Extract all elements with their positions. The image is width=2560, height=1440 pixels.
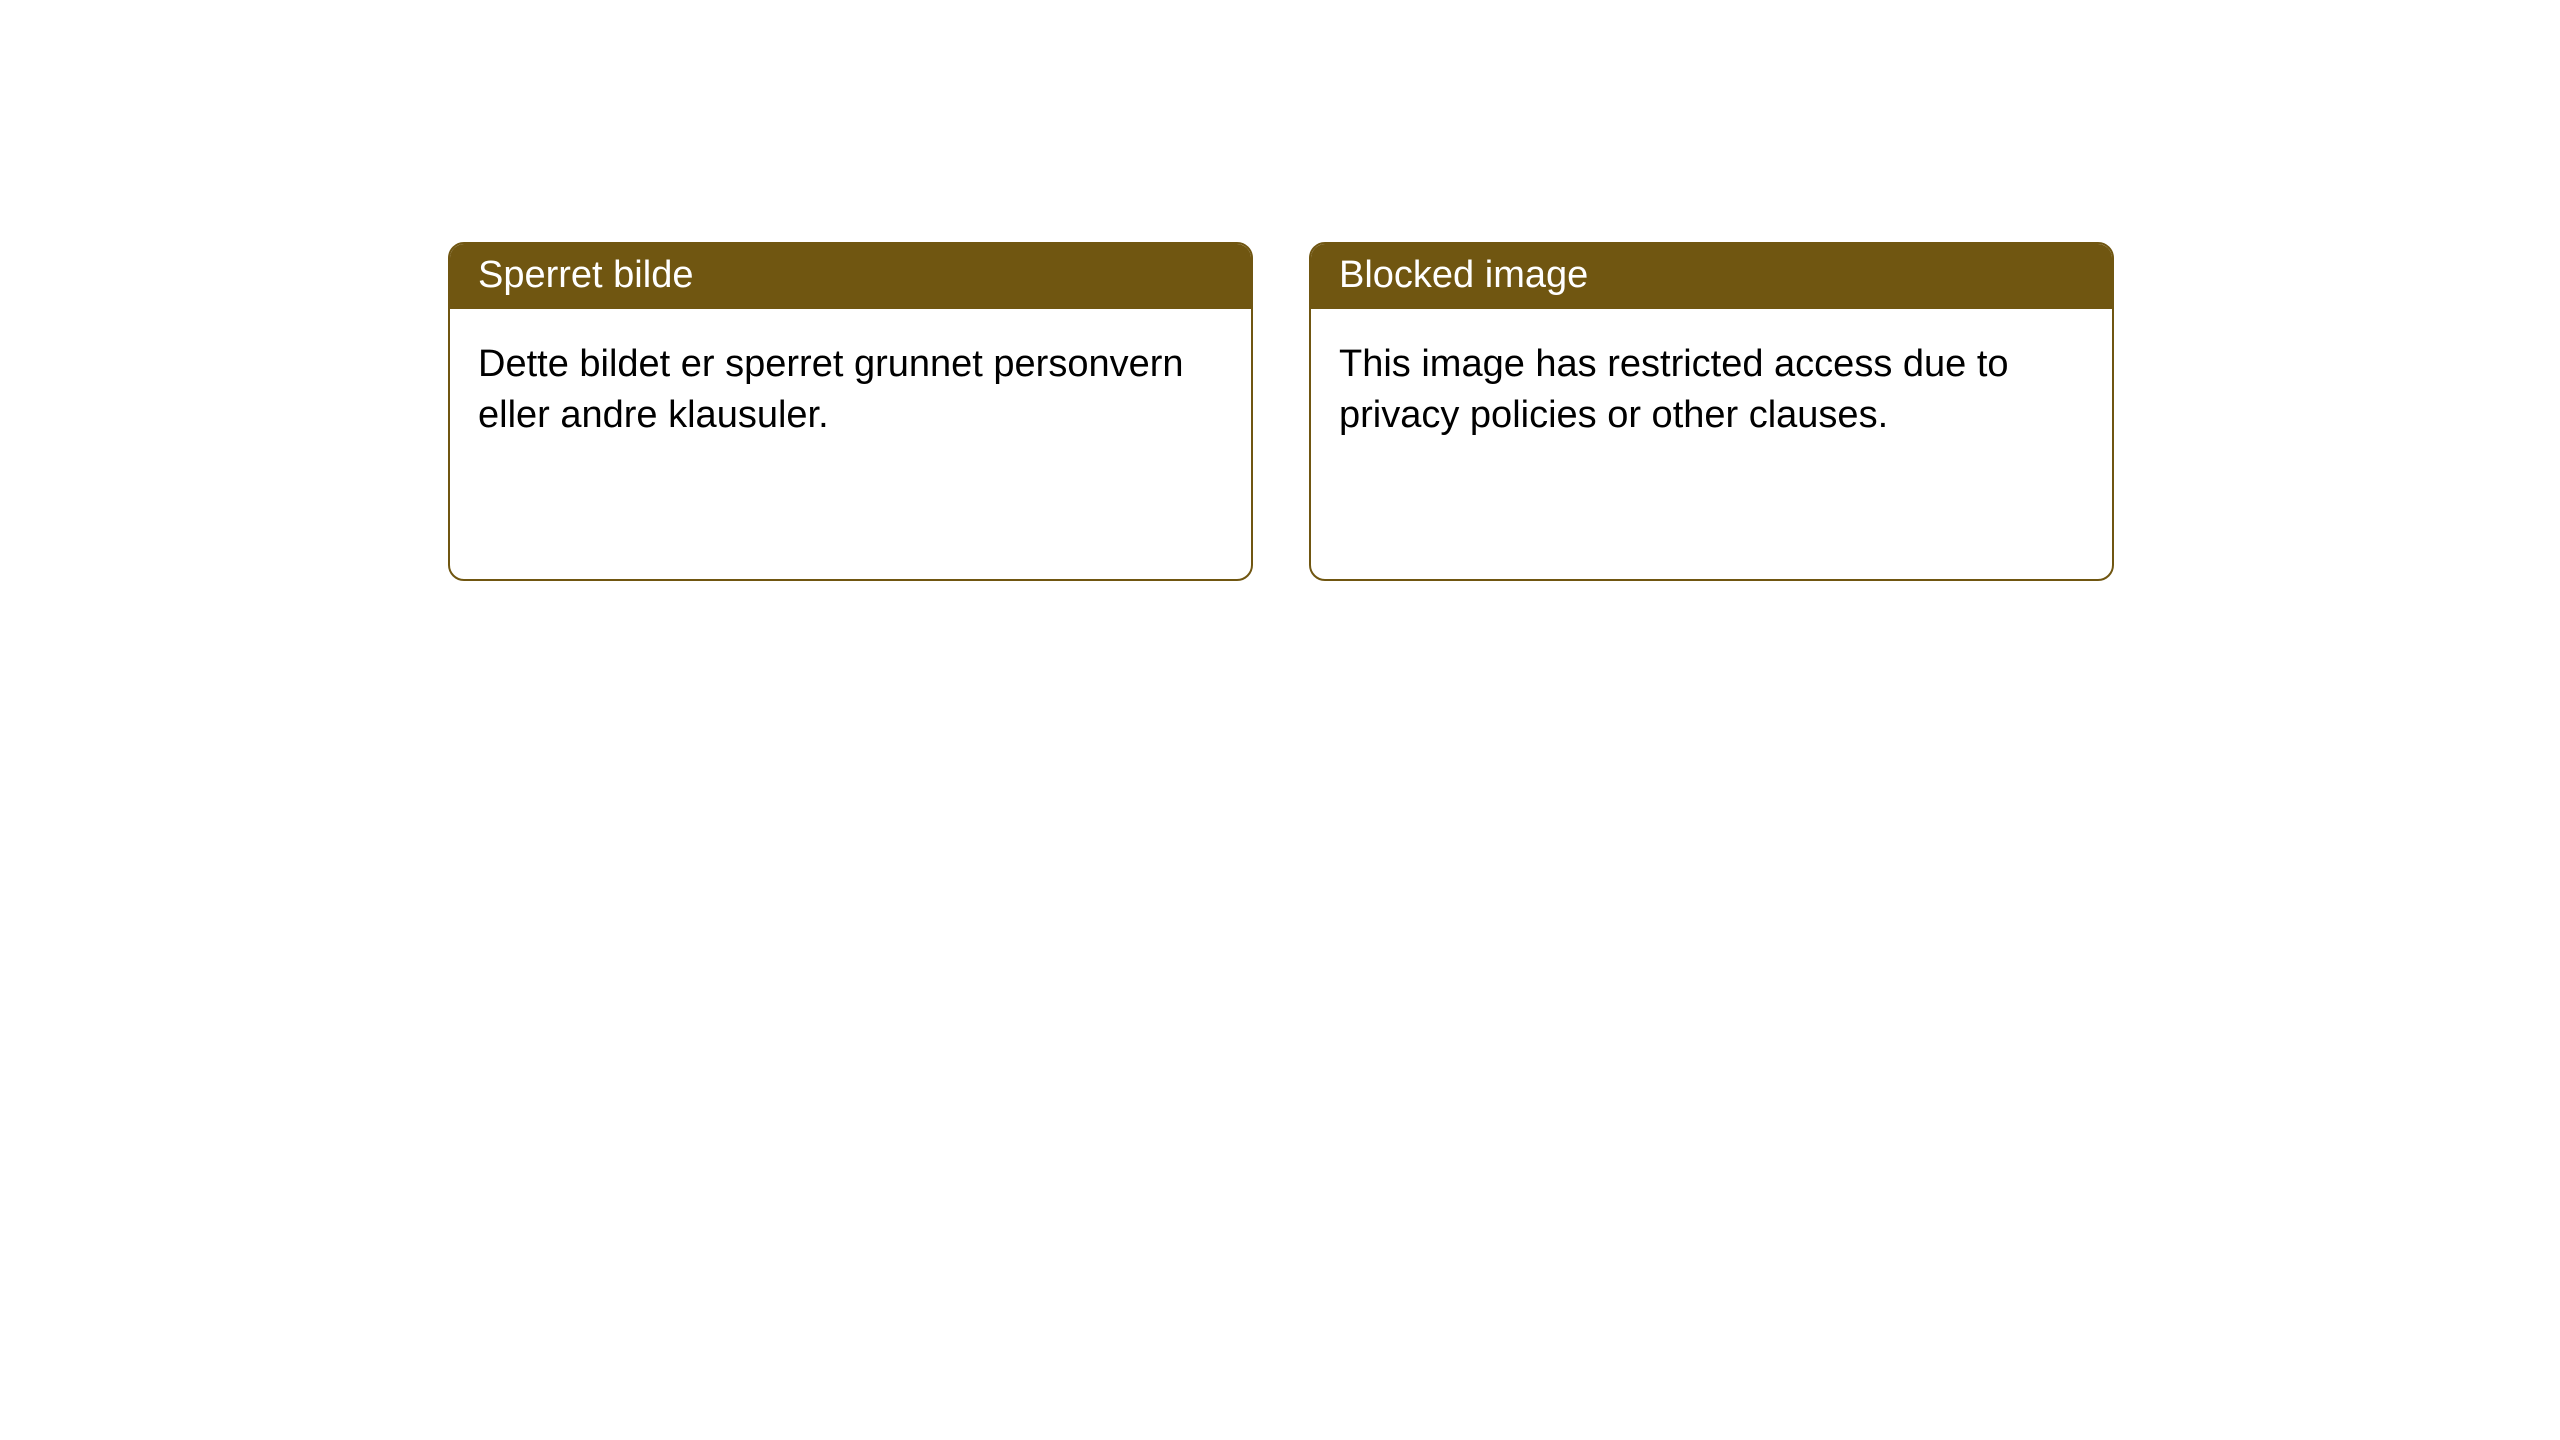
notice-body-text: This image has restricted access due to … [1339,343,2009,436]
notice-title: Sperret bilde [478,254,693,296]
notice-body: Dette bildet er sperret grunnet personve… [450,309,1251,579]
notice-card-english: Blocked image This image has restricted … [1309,242,2114,581]
notice-container: Sperret bilde Dette bildet er sperret gr… [448,242,2114,581]
notice-body-text: Dette bildet er sperret grunnet personve… [478,343,1184,436]
notice-title: Blocked image [1339,254,1588,296]
notice-header: Sperret bilde [450,244,1251,309]
notice-card-norwegian: Sperret bilde Dette bildet er sperret gr… [448,242,1253,581]
notice-body: This image has restricted access due to … [1311,309,2112,579]
notice-header: Blocked image [1311,244,2112,309]
